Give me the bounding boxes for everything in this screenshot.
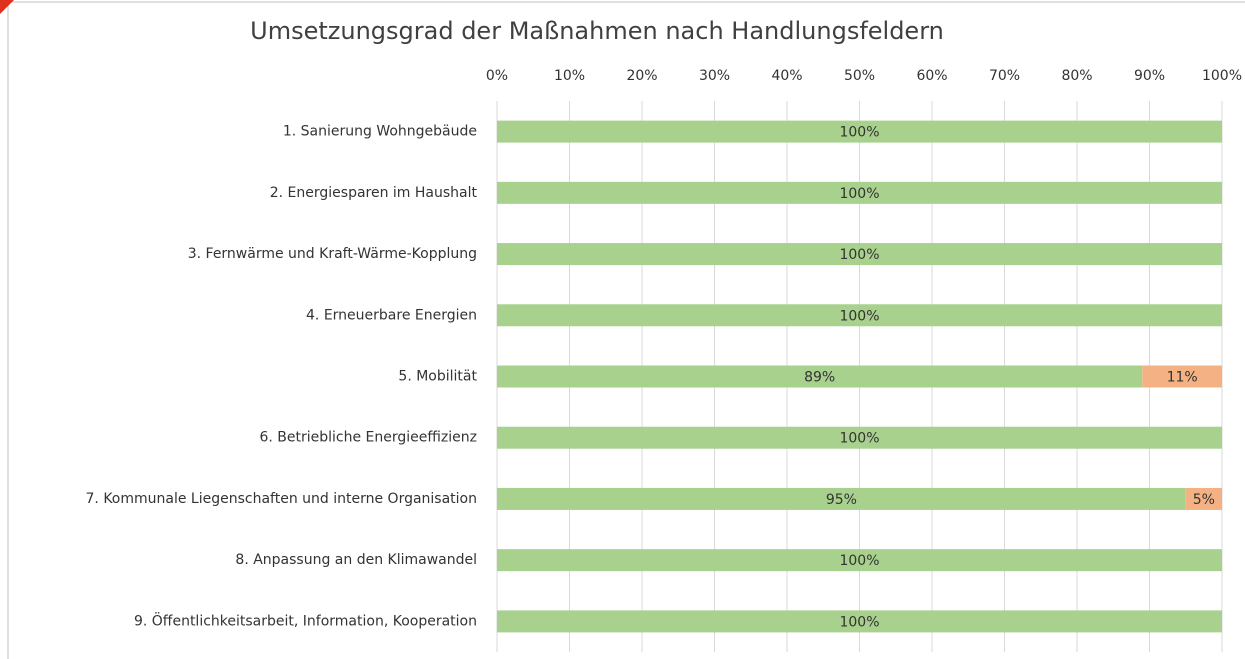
- x-tick-label: 80%: [1061, 68, 1092, 84]
- x-tick-label: 60%: [916, 68, 947, 84]
- y-tick-label: 1. Sanierung Wohngebäude: [283, 124, 477, 140]
- bar-segment: [497, 243, 1222, 266]
- bar-segment: [497, 549, 1222, 572]
- bar-segment: [497, 426, 1222, 449]
- y-tick-label: 3. Fernwärme und Kraft-Wärme-Kopplung: [188, 246, 477, 262]
- x-tick-label: 70%: [989, 68, 1020, 84]
- y-tick-label: 4. Erneuerbare Energien: [306, 307, 477, 323]
- data-label: 89%: [804, 370, 835, 386]
- data-label: 100%: [839, 186, 879, 202]
- corner-marker: [0, 0, 14, 14]
- x-tick-label: 10%: [554, 68, 585, 84]
- data-label: 100%: [839, 308, 879, 324]
- chart-title: Umsetzungsgrad der Maßnahmen nach Handlu…: [250, 17, 944, 45]
- x-tick-label: 40%: [771, 68, 802, 84]
- bar-segment: [497, 487, 1186, 510]
- bar-segment: [497, 610, 1222, 633]
- y-tick-label: 2. Energiesparen im Haushalt: [270, 185, 478, 201]
- y-tick-label: 8. Anpassung an den Klimawandel: [235, 552, 477, 568]
- x-tick-label: 100%: [1202, 68, 1242, 84]
- y-tick-label: 6. Betriebliche Energieeffizienz: [259, 430, 477, 446]
- bar-segment: [1185, 487, 1222, 510]
- y-tick-label: 9. Öffentlichkeitsarbeit, Information, K…: [134, 611, 477, 629]
- y-tick-label: 7. Kommunale Liegenschaften und interne …: [86, 491, 477, 507]
- bar-segment: [497, 120, 1222, 143]
- bar-segment: [497, 181, 1222, 204]
- bar-segment: [497, 304, 1222, 327]
- x-tick-label: 50%: [844, 68, 875, 84]
- data-label: 100%: [839, 431, 879, 447]
- bar-segment: [1142, 365, 1222, 388]
- data-label: 100%: [839, 125, 879, 141]
- data-label: 5%: [1193, 492, 1215, 508]
- data-label: 95%: [826, 492, 857, 508]
- data-label: 11%: [1167, 370, 1198, 386]
- x-tick-label: 30%: [699, 68, 730, 84]
- x-tick-label: 20%: [626, 68, 657, 84]
- data-label: 100%: [839, 247, 879, 263]
- bar-segment: [497, 365, 1143, 388]
- data-label: 100%: [839, 553, 879, 569]
- x-tick-label: 90%: [1134, 68, 1165, 84]
- y-tick-label: 5. Mobilität: [398, 369, 477, 385]
- x-tick-label: 0%: [486, 68, 508, 84]
- data-label: 100%: [839, 614, 879, 630]
